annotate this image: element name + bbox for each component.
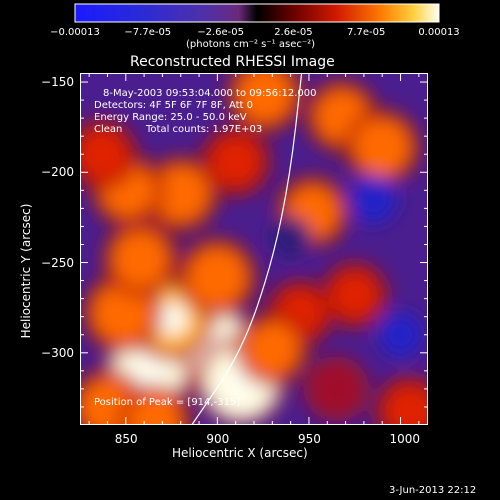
y-axis-label: Heliocentric Y (arcsec) [19, 203, 33, 339]
heatmap-blob [80, 128, 128, 180]
heatmap-blob [236, 73, 294, 124]
timestamp: 3-Jun-2013 22:12 [389, 485, 477, 496]
chart-title: Reconstructed RHESSI Image [130, 54, 335, 70]
y-tick-label: −200 [41, 165, 74, 180]
y-tick-label: −150 [41, 75, 74, 90]
y-tick-label: −300 [41, 345, 74, 360]
detectors-text: Detectors: 4F 5F 6F 7F 8F, Att 0 [94, 100, 254, 111]
heatmap-blob [209, 135, 262, 188]
colorbar-tick-label: 0.00013 [418, 27, 460, 38]
heatmap-blob [91, 282, 153, 344]
heatmap-blob [330, 270, 379, 320]
x-tick-label: 950 [297, 432, 321, 446]
heatmap-blob [383, 384, 428, 425]
heatmap-blob-core [154, 301, 189, 336]
heatmap-blob [269, 216, 312, 259]
heatmap-blob [353, 118, 411, 176]
heatmap-blob [187, 246, 248, 308]
heatmap-blob [245, 321, 300, 377]
heatmap-blob [313, 366, 360, 412]
heatmap-blob [377, 312, 424, 358]
time-range-text: 8-May-2003 09:53:04.000 to 09:56:12.000 [103, 88, 317, 99]
heatmap-plot [80, 73, 428, 425]
peak-position-text: Position of Peak = [914,-315] [94, 397, 241, 408]
colorbar-tick-label: −2.6e-05 [197, 27, 244, 38]
heatmap-blob [111, 230, 170, 288]
colorbar-tick-label: 2.6e-05 [274, 27, 313, 38]
x-tick-label: 1000 [389, 432, 421, 446]
colorbar-unit-label: (photons cm⁻² s⁻¹ asec⁻²) [186, 39, 316, 50]
x-tick-label: 850 [114, 432, 138, 446]
heatmap-blob [348, 175, 398, 224]
colorbar-tick-label: −0.00013 [50, 27, 100, 38]
x-tick-label: 900 [206, 432, 230, 446]
energy-range-text: Energy Range: 25.0 - 50.0 keV [94, 112, 247, 123]
colorbar-tick-label: −7.7e-05 [124, 27, 172, 38]
colorbar-tick-label: 7.7e-05 [346, 27, 386, 38]
clean-text: Clean [94, 124, 123, 135]
y-tick-label: −250 [41, 255, 74, 270]
colorbar [74, 3, 440, 23]
solar-limb-curve [191, 73, 303, 425]
heatmap-blob-core [129, 354, 166, 391]
total-counts-text: Total counts: 1.97E+03 [146, 124, 263, 135]
x-axis-label: Heliocentric X (arcsec) [172, 446, 308, 460]
heatmap-blob [151, 165, 210, 223]
heatmap-blob [127, 394, 183, 425]
